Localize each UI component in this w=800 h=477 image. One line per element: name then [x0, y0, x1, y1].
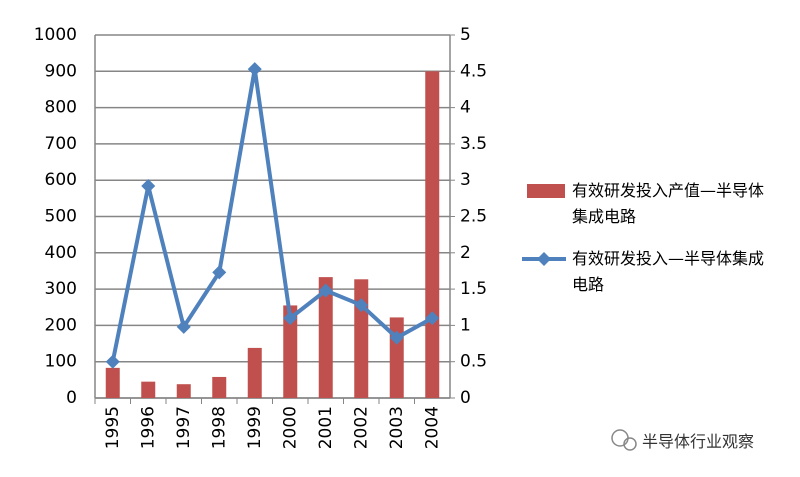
- bar: [105, 367, 120, 398]
- marker: [212, 265, 227, 280]
- y2-tick-label: 2.5: [460, 207, 487, 227]
- y-tick-label: 200: [45, 315, 77, 335]
- x-tick-label: 1998: [209, 406, 229, 449]
- bar: [247, 347, 262, 398]
- y-tick-label: 100: [45, 352, 77, 372]
- y-tick-label: 0: [66, 388, 77, 408]
- marker: [283, 311, 298, 326]
- bar: [141, 381, 156, 398]
- x-tick-label: 1999: [245, 406, 265, 449]
- x-tick-label: 1997: [174, 406, 194, 449]
- y2-tick-label: 2: [460, 243, 471, 263]
- x-tick-label: 2001: [316, 406, 336, 449]
- line: [110, 68, 434, 363]
- y-tick-label: 800: [45, 98, 77, 118]
- y2-tick-label: 4: [460, 98, 471, 118]
- marker: [389, 330, 404, 345]
- x-tick-label: 1996: [138, 406, 158, 449]
- bar: [283, 305, 298, 398]
- y2-tick-label: 0: [460, 388, 471, 408]
- marker: [318, 283, 333, 298]
- x-tick-label: 2004: [422, 406, 442, 449]
- y-tick-label: 400: [45, 243, 77, 263]
- marker: [354, 298, 369, 313]
- marker: [105, 354, 120, 369]
- x-tick-label: 2003: [387, 406, 407, 449]
- watermark-icon: [611, 429, 637, 451]
- marker: [176, 319, 191, 334]
- y-tick-label: 1000: [34, 25, 77, 45]
- x-tick-label: 2002: [351, 406, 371, 449]
- y2-tick-label: 3: [460, 170, 471, 190]
- y-tick-label: 500: [45, 207, 77, 227]
- y2-tick-label: 1.5: [460, 279, 487, 299]
- y-tick-label: 300: [45, 279, 77, 299]
- y2-tick-label: 3.5: [460, 134, 487, 154]
- x-tick-label: 2000: [280, 406, 300, 449]
- bar: [176, 384, 191, 398]
- y2-tick-label: 1: [460, 315, 471, 335]
- bar: [318, 277, 333, 398]
- bar: [354, 279, 369, 398]
- y2-tick-label: 4.5: [460, 61, 487, 81]
- legend-entry: 有效研发投入产值—半导体集成电路: [572, 181, 765, 226]
- y-tick-label: 700: [45, 134, 77, 154]
- legend-swatch: [527, 184, 565, 198]
- bar: [425, 71, 440, 399]
- y-tick-label: 600: [45, 170, 77, 190]
- x-tick-label: 1995: [103, 406, 123, 449]
- y2-tick-label: 5: [460, 25, 471, 45]
- watermark: 半导体行业观察: [642, 432, 755, 451]
- marker: [425, 311, 440, 326]
- y-tick-label: 900: [45, 61, 77, 81]
- marker: [247, 62, 262, 77]
- bar: [389, 317, 404, 398]
- bar: [212, 376, 227, 398]
- y2-tick-label: 0.5: [460, 352, 487, 372]
- marker: [141, 179, 156, 194]
- legend-entry: 有效研发投入—半导体集成电路: [572, 249, 765, 294]
- legend-swatch: [537, 252, 551, 266]
